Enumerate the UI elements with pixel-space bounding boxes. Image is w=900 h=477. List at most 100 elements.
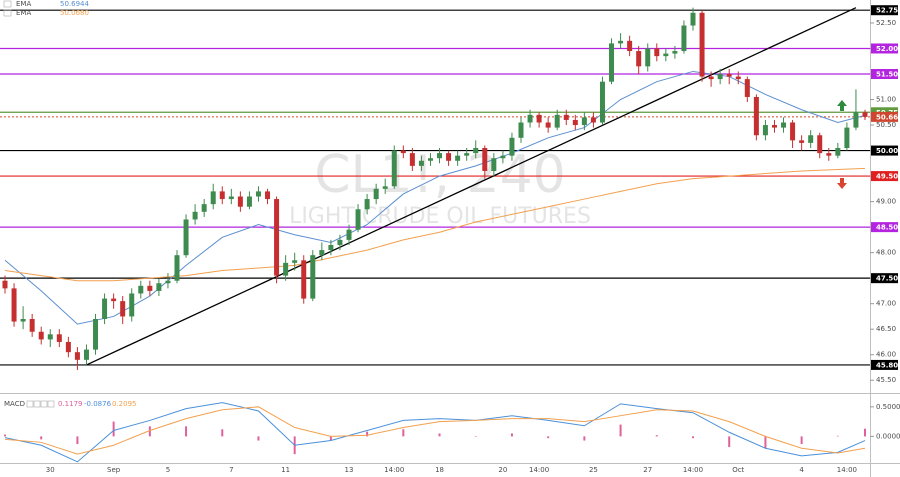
trend-line [86,7,857,366]
candle-body [364,199,370,210]
x-tick-label: 14:00 [837,466,857,474]
candle-body [744,79,750,97]
candle-body [844,127,850,149]
level-label: 50.00 [876,147,898,155]
histogram-bar [800,436,803,445]
candle-body [192,211,198,220]
candle-body [572,119,578,126]
legend-setting-box [47,400,55,408]
candle-body [418,160,424,166]
candle-body [56,334,62,342]
candle-body [156,283,162,291]
x-tick-label: 7 [229,466,233,474]
level-label: 48.50 [876,224,898,232]
candle-body [382,186,388,189]
candle-body [183,219,189,256]
histogram-bar [76,436,79,445]
level-label-box [871,69,898,80]
candle-body [301,260,307,299]
candle-body [672,51,678,54]
candle-body [762,125,768,136]
histogram-bar [40,436,43,440]
candle-body [29,318,35,332]
histogram-bar [619,424,622,437]
legend-value: -0.0876 [84,400,112,408]
down-arrow-icon [837,178,847,189]
candle-body [817,135,823,154]
legend-swatch [3,0,12,8]
candle-body [147,285,153,291]
candle-body [47,334,53,340]
x-tick-label: 30 [46,466,55,474]
x-tick-label: 25 [589,466,598,474]
level-label: 49.50 [876,173,898,181]
candle-body [627,40,633,52]
histogram-bar [728,436,731,448]
candle-body [2,280,8,289]
candle-body [391,150,397,187]
legend-value: 0.2095 [112,400,137,408]
candle-body [38,331,44,340]
x-tick-label: 14:00 [384,466,404,474]
y-tick-label: 52.50 [876,19,896,27]
x-tick-label: 4 [799,466,804,474]
level-label-box [871,43,898,54]
candle-body [346,229,352,240]
candle-body [663,53,669,57]
candle-body [590,117,596,123]
level-label: 51.50 [876,71,898,79]
candle-body [283,262,289,276]
watermark-name: LIGHT CRUDE OIL FUTURES [289,204,591,229]
legend-setting-box [40,400,48,408]
histogram-bar [185,426,188,437]
y-tick-label: 46.00 [876,351,896,359]
candle-body [563,114,569,120]
candle-body [246,196,252,207]
candle-body [409,153,415,166]
histogram-bar [438,433,441,437]
y-tick-label: 49.00 [876,198,896,206]
candle-body [464,153,470,156]
legend-value: 50.6944 [60,0,89,8]
candle-body [771,125,777,128]
candle-body [853,112,859,128]
candle-body [237,196,243,207]
legend-setting-box [33,400,41,408]
candle-body [292,260,298,263]
candle-body [319,250,325,256]
histogram-bar [4,434,6,437]
level-label-box [871,5,898,16]
macd-title: MACD [4,400,25,408]
candle-body [120,301,126,317]
y-tick-label: 46.50 [876,325,896,333]
histogram-bar [402,429,405,437]
histogram-bar [221,429,224,437]
candle-body [102,298,108,319]
candle-body [726,74,732,77]
y-tick-label: 47.00 [876,300,896,308]
candle-body [599,81,605,123]
candle-body [699,12,705,77]
candle-body [400,150,406,154]
candle-body [455,155,461,161]
candle-body [808,135,814,143]
candle-body [255,191,261,197]
candle-body [581,117,587,126]
x-tick-label: 14:00 [683,466,703,474]
y-tick-label: 50.50 [876,121,896,129]
level-label: 52.00 [876,45,898,53]
ema-line [4,167,866,282]
x-tick-label: Sep [107,466,121,474]
up-arrow-icon [837,100,847,111]
x-tick-label: Oct [732,466,744,474]
level-label: 50.66 [876,113,898,121]
level-label-box [871,359,898,370]
level-label-box [871,171,898,182]
candle-body [473,148,479,154]
histogram-bar [764,436,767,449]
candle-body [373,188,379,200]
candle-body [708,76,714,80]
candle-body [11,288,17,322]
